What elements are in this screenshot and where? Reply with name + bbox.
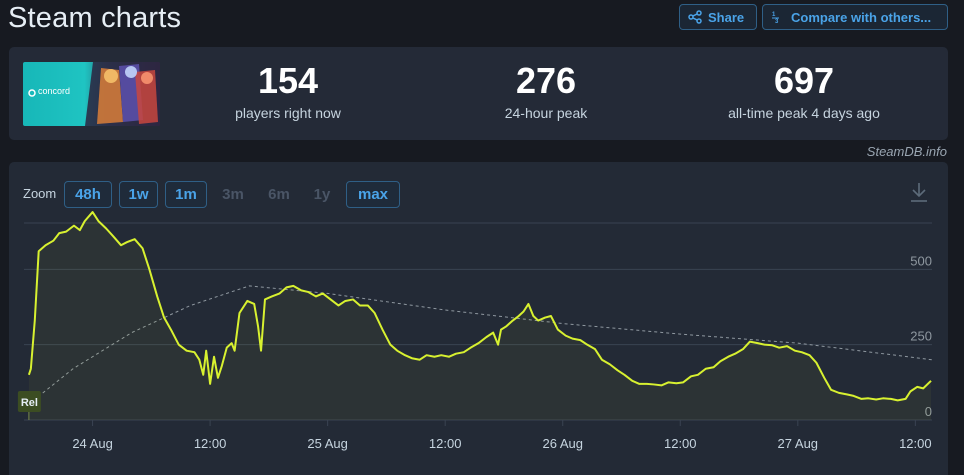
zoom-label: Zoom bbox=[23, 186, 57, 201]
zoom-48h-button[interactable]: 48h bbox=[64, 181, 112, 208]
compare-button[interactable]: 1 3 Compare with others... bbox=[762, 4, 948, 30]
release-marker-label: Rel bbox=[21, 397, 38, 409]
share-button[interactable]: Share bbox=[679, 4, 757, 30]
stats-panel: concord 154 players right now 276 24-hou… bbox=[9, 47, 948, 140]
stat-current: 154 players right now bbox=[213, 60, 363, 122]
stat-current-value: 154 bbox=[257, 60, 319, 101]
svg-text:1: 1 bbox=[772, 12, 776, 18]
x-tick-label: 12:00 bbox=[899, 436, 932, 451]
x-tick-label: 25 Aug bbox=[307, 436, 348, 451]
series-trend-line bbox=[23, 285, 933, 409]
x-tick-label: 12:00 bbox=[664, 436, 697, 451]
share-icon bbox=[688, 10, 702, 24]
credit[interactable]: SteamDB.info bbox=[866, 144, 947, 159]
x-tick-label: 27 Aug bbox=[778, 436, 819, 451]
stat-all-time: 697 all-time peak 4 days ago bbox=[699, 60, 909, 122]
stat-all-time-value: 697 bbox=[773, 60, 835, 101]
x-tick-label: 24 Aug bbox=[72, 436, 113, 451]
stat-peak-24h: 276 24-hour peak bbox=[471, 60, 621, 122]
series-main-line bbox=[27, 211, 932, 402]
zoom-6m-button[interactable]: 6m bbox=[268, 186, 290, 203]
stat-all-time-label: all-time peak 4 days ago bbox=[728, 105, 880, 121]
zoom-max-button[interactable]: max bbox=[346, 181, 400, 208]
y-tick-label: 250 bbox=[910, 329, 932, 344]
compare-icon: 1 3 bbox=[772, 12, 779, 24]
zoom-1y-button[interactable]: 1y bbox=[313, 186, 331, 203]
x-tick-label: 12:00 bbox=[194, 436, 227, 451]
download-icon[interactable] bbox=[909, 181, 929, 203]
compare-label: Compare with others... bbox=[791, 9, 932, 25]
page-title: Steam charts bbox=[8, 2, 182, 34]
stat-peak-24h-value: 276 bbox=[515, 60, 577, 101]
zoom-1m-button[interactable]: 1m bbox=[165, 181, 207, 208]
share-label: Share bbox=[708, 9, 745, 25]
stat-peak-24h-label: 24-hour peak bbox=[504, 105, 588, 121]
zoom-3m-button[interactable]: 3m bbox=[222, 186, 244, 203]
series-main-area bbox=[28, 212, 932, 420]
stat-current-label: players right now bbox=[235, 105, 341, 121]
svg-text:3: 3 bbox=[775, 19, 779, 24]
game-banner[interactable]: concord bbox=[23, 62, 160, 126]
y-tick-label: 0 bbox=[925, 404, 932, 419]
game-art bbox=[28, 62, 160, 126]
x-tick-label: 12:00 bbox=[429, 436, 462, 451]
zoom-1w-button[interactable]: 1w bbox=[119, 181, 158, 208]
game-logo-text: concord bbox=[38, 86, 71, 96]
release-marker-box bbox=[17, 391, 41, 412]
y-tick-label: 500 bbox=[910, 253, 932, 268]
x-tick-label: 26 Aug bbox=[542, 436, 583, 451]
